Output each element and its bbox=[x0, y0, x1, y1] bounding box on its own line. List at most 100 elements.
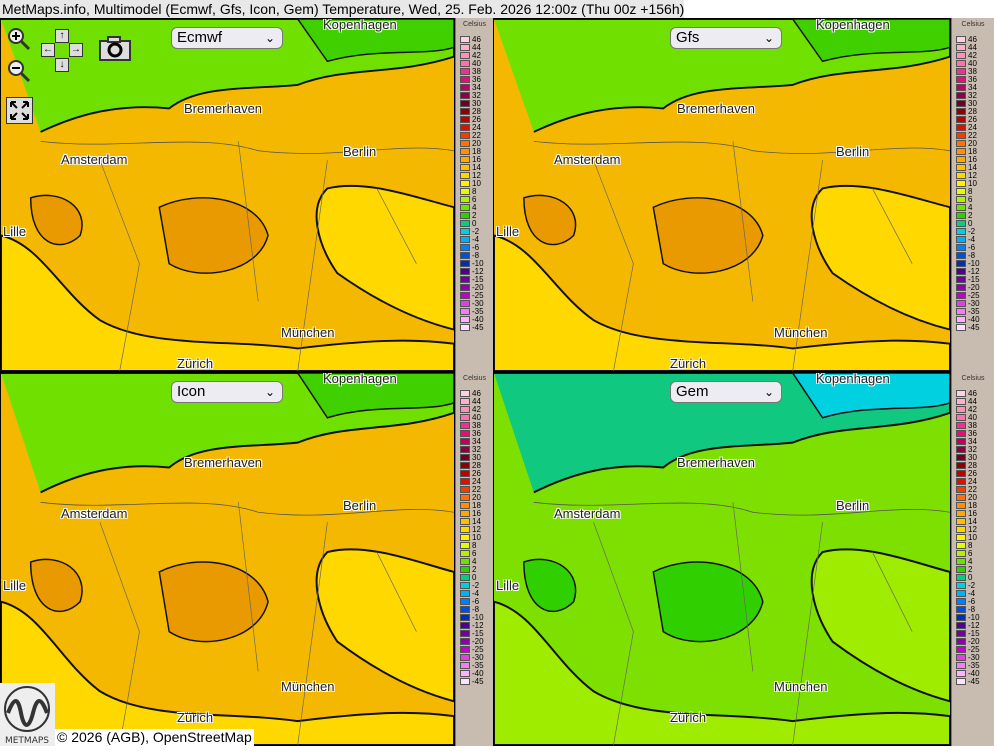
legend-swatch bbox=[460, 390, 470, 397]
legend-value: 34 bbox=[472, 83, 481, 92]
legend-value: 32 bbox=[968, 445, 977, 454]
legend-value: -35 bbox=[472, 661, 484, 670]
legend-swatch bbox=[460, 300, 470, 307]
legend-value: 16 bbox=[472, 509, 481, 518]
temperature-legend: Celsius 46 44 42 40 38 36 34 32 30 28 26 24 22 20 18 16 1… bbox=[455, 372, 493, 746]
legend-value: 4 bbox=[968, 203, 973, 212]
legend-value: 40 bbox=[968, 59, 977, 68]
legend-swatch bbox=[460, 550, 470, 557]
legend-swatch bbox=[956, 614, 966, 621]
legend-value: 42 bbox=[472, 405, 481, 414]
legend-value: 4 bbox=[968, 557, 973, 566]
legend-swatch bbox=[460, 542, 470, 549]
pan-right-button[interactable]: → bbox=[69, 43, 83, 57]
legend-value: -8 bbox=[472, 251, 480, 260]
zoom-in-icon[interactable] bbox=[6, 26, 32, 52]
legend-value: 12 bbox=[472, 525, 481, 534]
chevron-down-icon: ⌄ bbox=[264, 31, 275, 45]
city-label: Berlin bbox=[343, 498, 377, 513]
legend-swatch bbox=[460, 478, 470, 485]
legend-unit: Celsius bbox=[961, 21, 985, 28]
legend-swatch bbox=[956, 236, 966, 243]
legend-swatch bbox=[460, 324, 470, 331]
legend-value: 0 bbox=[968, 573, 973, 582]
legend-value: -8 bbox=[472, 605, 480, 614]
legend-value: 24 bbox=[968, 477, 977, 486]
legend-value: 34 bbox=[472, 437, 481, 446]
legend-value: -45 bbox=[472, 323, 484, 332]
legend-swatch bbox=[460, 454, 470, 461]
legend-value: -6 bbox=[968, 597, 976, 606]
legend-swatch bbox=[956, 52, 966, 59]
legend-value: 0 bbox=[472, 573, 477, 582]
fullscreen-icon[interactable] bbox=[6, 97, 33, 124]
legend-swatch bbox=[956, 662, 966, 669]
legend-swatch bbox=[956, 324, 966, 331]
legend-swatch bbox=[460, 606, 470, 613]
legend-value: 18 bbox=[472, 147, 481, 156]
legend-swatch bbox=[460, 260, 470, 267]
legend-value: 0 bbox=[472, 219, 477, 228]
legend-swatch bbox=[956, 430, 966, 437]
legend-value: 30 bbox=[968, 99, 977, 108]
legend-swatch bbox=[460, 590, 470, 597]
legend-value: 34 bbox=[968, 437, 977, 446]
legend-swatch bbox=[956, 196, 966, 203]
legend-value: 26 bbox=[968, 115, 977, 124]
legend-swatch bbox=[956, 108, 966, 115]
legend-swatch bbox=[956, 646, 966, 653]
legend-swatch bbox=[460, 614, 470, 621]
legend-swatch bbox=[956, 542, 966, 549]
legend-swatch bbox=[956, 446, 966, 453]
legend-swatch bbox=[460, 566, 470, 573]
temperature-legend: Celsius 46 44 42 40 38 36 34 32 30 28 26 24 22 20 18 16 1… bbox=[455, 18, 493, 372]
legend-value: -8 bbox=[968, 251, 976, 260]
legend-value: -10 bbox=[968, 259, 980, 268]
legend-swatch bbox=[460, 510, 470, 517]
pan-up-button[interactable]: ↑ bbox=[55, 29, 69, 43]
pan-left-button[interactable]: ← bbox=[41, 43, 55, 57]
legend-swatch bbox=[460, 68, 470, 75]
legend-swatch bbox=[956, 678, 966, 685]
legend-value: -45 bbox=[472, 677, 484, 686]
legend-unit: Celsius bbox=[463, 375, 486, 382]
legend-value: 24 bbox=[472, 477, 481, 486]
model-select[interactable]: Ecmwf ⌄ bbox=[171, 27, 283, 49]
model-select[interactable]: Icon ⌄ bbox=[171, 381, 283, 403]
legend-swatch bbox=[956, 100, 966, 107]
legend-value: -10 bbox=[472, 613, 484, 622]
copyright-text: © 2026 (AGB), OpenStreetMap bbox=[55, 729, 254, 746]
pan-down-button[interactable]: ↓ bbox=[55, 58, 69, 72]
city-label: Berlin bbox=[836, 144, 870, 159]
legend-swatch bbox=[956, 638, 966, 645]
legend-value: 12 bbox=[472, 171, 481, 180]
chevron-down-icon: ⌄ bbox=[264, 385, 275, 399]
legend-swatch bbox=[956, 630, 966, 637]
legend-value: 6 bbox=[968, 195, 973, 204]
map-panel-ecmwf[interactable]: Ecmwf ⌄ Kopenhagen Bremerhaven Amsterdam Berl… bbox=[0, 18, 455, 372]
legend-swatch bbox=[956, 526, 966, 533]
model-select[interactable]: Gem ⌄ bbox=[670, 381, 782, 403]
legend-swatch bbox=[460, 662, 470, 669]
model-select[interactable]: Gfs ⌄ bbox=[670, 27, 782, 49]
camera-icon[interactable] bbox=[99, 35, 131, 61]
legend-swatch bbox=[460, 44, 470, 51]
legend-swatch bbox=[956, 180, 966, 187]
legend-value: 4 bbox=[472, 557, 477, 566]
legend-value: 24 bbox=[472, 123, 481, 132]
legend-value: -35 bbox=[968, 307, 980, 316]
model-select-value: Icon bbox=[177, 383, 206, 400]
map-panel-icon[interactable]: Icon ⌄ Kopenhagen Bremerhaven Amsterdam Berli… bbox=[0, 372, 455, 746]
city-label: Lille bbox=[3, 578, 27, 593]
map-panel-gem[interactable]: Gem ⌄ Kopenhagen Bremerhaven Amsterdam Berlin… bbox=[493, 372, 951, 746]
legend-swatch bbox=[956, 68, 966, 75]
legend-value: -40 bbox=[472, 315, 484, 324]
legend-swatch bbox=[460, 574, 470, 581]
legend-value: -4 bbox=[472, 589, 480, 598]
map-panel-gfs[interactable]: Gfs ⌄ Kopenhagen Bremerhaven Amsterdam Berlin… bbox=[493, 18, 951, 372]
zoom-out-icon[interactable] bbox=[6, 58, 32, 84]
legend-value: 18 bbox=[968, 147, 977, 156]
legend-value: 30 bbox=[968, 453, 977, 462]
legend-swatch bbox=[956, 124, 966, 131]
legend-value: -2 bbox=[472, 581, 480, 590]
